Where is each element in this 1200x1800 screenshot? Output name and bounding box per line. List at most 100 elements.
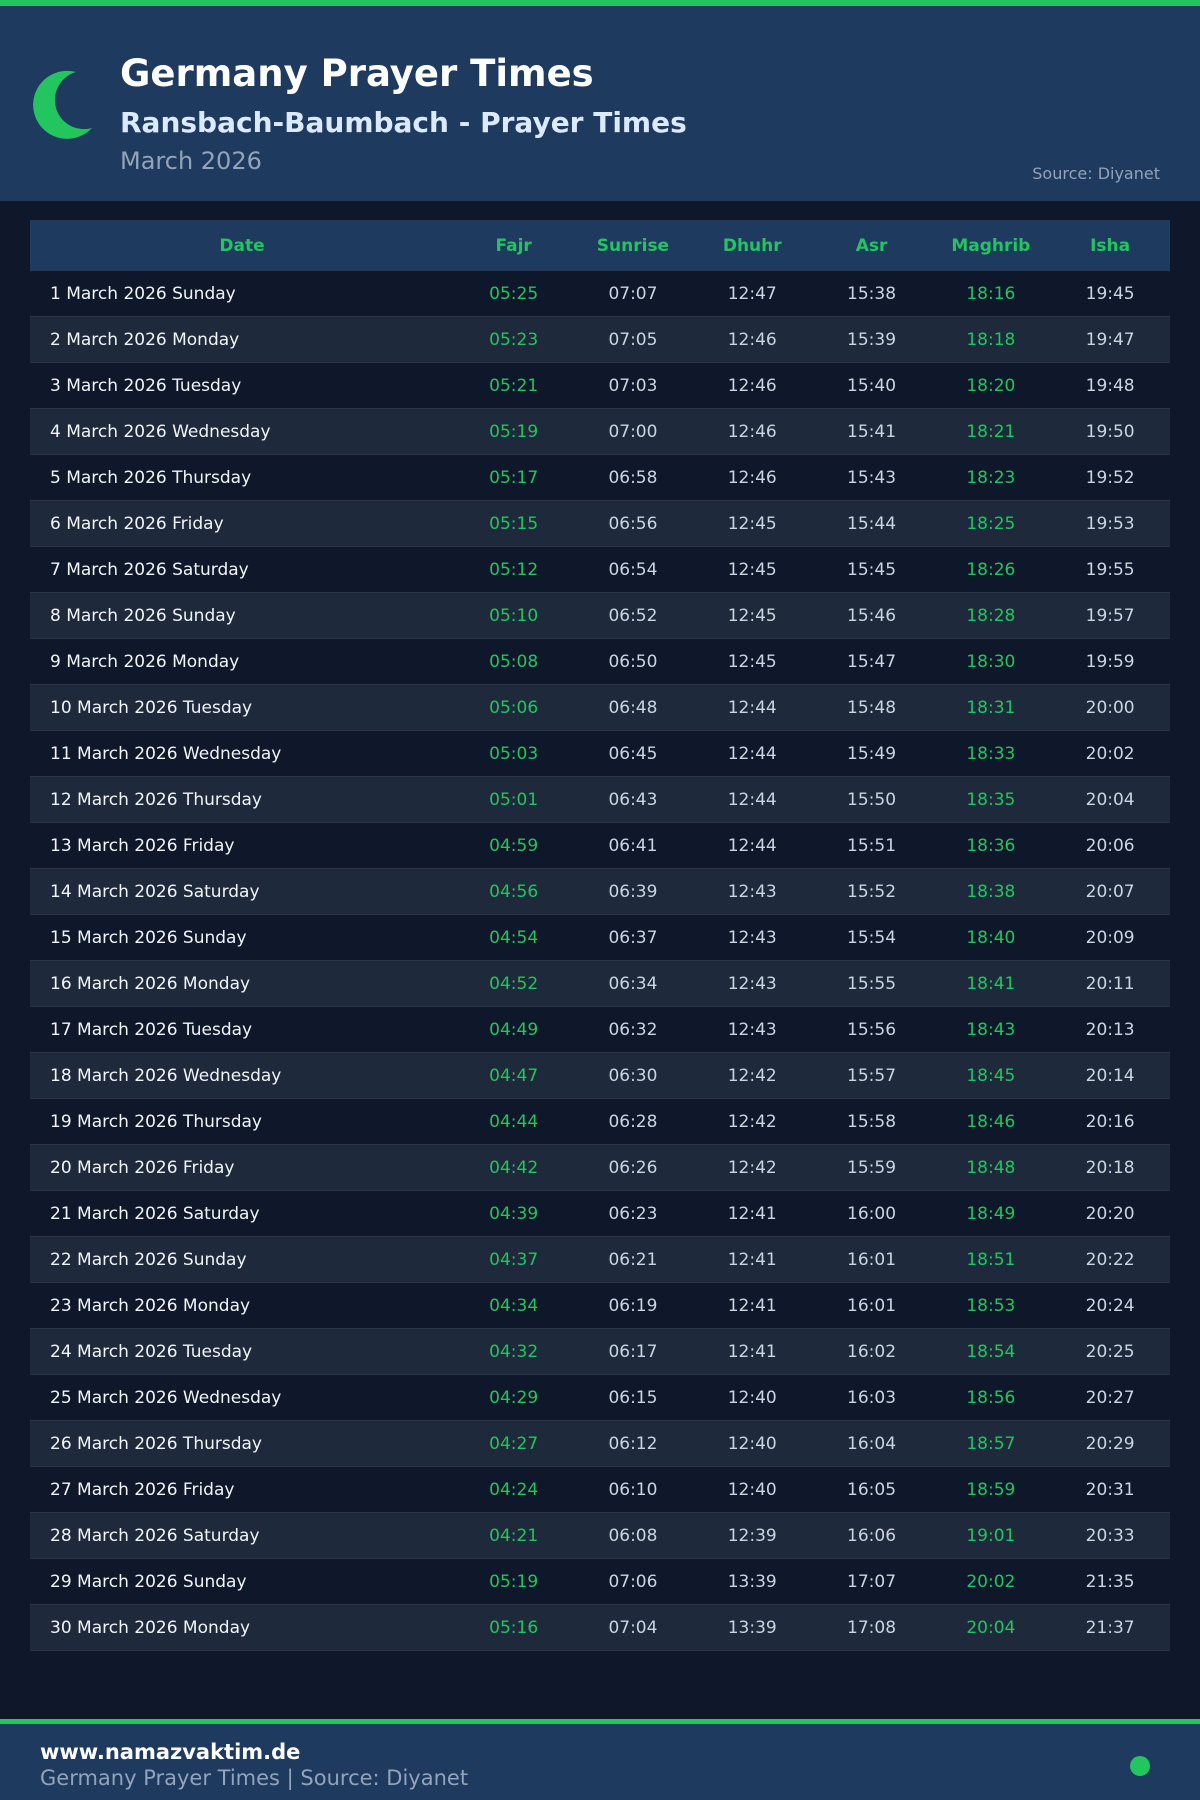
cell-sunrise: 06:34	[608, 973, 658, 994]
cell-sunrise: 06:15	[608, 1387, 658, 1408]
cell-date: 20 March 2026 Friday	[50, 1157, 235, 1178]
month-label: March 2026	[120, 147, 262, 175]
cell-maghrib: 18:59	[966, 1479, 1016, 1500]
cell-sunrise: 06:41	[608, 835, 658, 856]
table-row: 18 March 2026 Wednesday 04:47 06:30 12:42 15…	[30, 1053, 1170, 1099]
cell-fajr: 05:12	[489, 559, 539, 580]
cell-sunrise: 06:54	[608, 559, 658, 580]
cell-maghrib: 18:25	[966, 513, 1016, 534]
cell-isha: 19:57	[1085, 605, 1135, 626]
prayer-times-table: Date Fajr Sunrise Dhuhr Asr Maghrib Isha 1 Mar…	[30, 220, 1170, 1651]
cell-sunrise: 06:10	[608, 1479, 658, 1500]
cell-dhuhr: 12:41	[727, 1249, 777, 1270]
cell-maghrib: 18:28	[966, 605, 1016, 626]
table-row: 15 March 2026 Sunday 04:54 06:37 12:43 15:54…	[30, 915, 1170, 961]
cell-date: 8 March 2026 Sunday	[50, 605, 236, 626]
footer-site-link[interactable]: www.namazvaktim.de	[40, 1740, 301, 1764]
cell-asr: 15:38	[847, 283, 897, 304]
cell-maghrib: 18:54	[966, 1341, 1016, 1362]
cell-date: 17 March 2026 Tuesday	[50, 1019, 253, 1040]
table-row: 27 March 2026 Friday 04:24 06:10 12:40 16:05…	[30, 1467, 1170, 1513]
cell-isha: 20:33	[1085, 1525, 1135, 1546]
cell-sunrise: 06:32	[608, 1019, 658, 1040]
cell-dhuhr: 12:40	[727, 1479, 777, 1500]
cell-dhuhr: 12:43	[727, 973, 777, 994]
cell-maghrib: 18:23	[966, 467, 1016, 488]
cell-maghrib: 18:41	[966, 973, 1016, 994]
cell-asr: 16:01	[847, 1295, 897, 1316]
cell-dhuhr: 12:43	[727, 1019, 777, 1040]
top-accent-bar	[0, 0, 1200, 6]
cell-asr: 15:55	[847, 973, 897, 994]
cell-dhuhr: 12:43	[727, 881, 777, 902]
cell-sunrise: 07:05	[608, 329, 658, 350]
cell-sunrise: 06:43	[608, 789, 658, 810]
cell-isha: 20:14	[1085, 1065, 1135, 1086]
column-header-asr: Asr	[855, 235, 888, 256]
cell-sunrise: 06:45	[608, 743, 658, 764]
cell-sunrise: 07:00	[608, 421, 658, 442]
cell-fajr: 04:32	[489, 1341, 539, 1362]
cell-maghrib: 18:35	[966, 789, 1016, 810]
table-row: 29 March 2026 Sunday 05:19 07:06 13:39 17:07…	[30, 1559, 1170, 1605]
cell-date: 9 March 2026 Monday	[50, 651, 240, 672]
cell-fajr: 05:10	[489, 605, 539, 626]
cell-date: 13 March 2026 Friday	[50, 835, 235, 856]
cell-dhuhr: 12:44	[727, 697, 777, 718]
table-row: 1 March 2026 Sunday 05:25 07:07 12:47 15:38 1…	[30, 271, 1170, 317]
cell-dhuhr: 12:40	[727, 1433, 777, 1454]
cell-date: 19 March 2026 Thursday	[50, 1111, 262, 1132]
cell-fajr: 04:24	[489, 1479, 539, 1500]
cell-dhuhr: 12:42	[727, 1157, 777, 1178]
cell-isha: 20:22	[1085, 1249, 1135, 1270]
cell-fajr: 04:44	[489, 1111, 539, 1132]
cell-dhuhr: 12:46	[727, 467, 777, 488]
cell-dhuhr: 12:41	[727, 1203, 777, 1224]
cell-maghrib: 18:18	[966, 329, 1016, 350]
page-footer: www.namazvaktim.de Germany Prayer Times …	[0, 1724, 1200, 1800]
cell-fajr: 04:39	[489, 1203, 539, 1224]
cell-asr: 16:03	[847, 1387, 897, 1408]
cell-fajr: 04:27	[489, 1433, 539, 1454]
table-row: 4 March 2026 Wednesday 05:19 07:00 12:46 15:…	[30, 409, 1170, 455]
cell-asr: 16:00	[847, 1203, 897, 1224]
cell-dhuhr: 12:47	[727, 283, 777, 304]
cell-sunrise: 06:23	[608, 1203, 658, 1224]
cell-maghrib: 18:49	[966, 1203, 1016, 1224]
cell-date: 11 March 2026 Wednesday	[50, 743, 282, 764]
cell-asr: 16:05	[847, 1479, 897, 1500]
cell-asr: 15:40	[847, 375, 897, 396]
cell-fajr: 04:54	[489, 927, 539, 948]
cell-isha: 20:24	[1085, 1295, 1135, 1316]
cell-asr: 15:49	[847, 743, 897, 764]
cell-asr: 15:59	[847, 1157, 897, 1178]
cell-asr: 15:48	[847, 697, 897, 718]
cell-sunrise: 06:30	[608, 1065, 658, 1086]
table-row: 9 March 2026 Monday 05:08 06:50 12:45 15:47 1…	[30, 639, 1170, 685]
cell-date: 12 March 2026 Thursday	[50, 789, 262, 810]
cell-date: 16 March 2026 Monday	[50, 973, 251, 994]
cell-isha: 19:48	[1085, 375, 1135, 396]
cell-date: 26 March 2026 Thursday	[50, 1433, 262, 1454]
cell-dhuhr: 12:46	[727, 421, 777, 442]
cell-dhuhr: 12:41	[727, 1341, 777, 1362]
cell-dhuhr: 13:39	[727, 1571, 777, 1592]
column-header-dhuhr: Dhuhr	[722, 235, 782, 256]
cell-sunrise: 06:58	[608, 467, 658, 488]
table-row: 16 March 2026 Monday 04:52 06:34 12:43 15:55…	[30, 961, 1170, 1007]
cell-fajr: 04:34	[489, 1295, 539, 1316]
table-row: 28 March 2026 Saturday 04:21 06:08 12:39 16:…	[30, 1513, 1170, 1559]
cell-dhuhr: 12:46	[727, 329, 777, 350]
column-header-isha: Isha	[1090, 235, 1131, 256]
cell-asr: 15:58	[847, 1111, 897, 1132]
cell-date: 30 March 2026 Monday	[50, 1617, 251, 1638]
cell-sunrise: 06:37	[608, 927, 658, 948]
cell-asr: 16:04	[847, 1433, 897, 1454]
cell-date: 15 March 2026 Sunday	[50, 927, 247, 948]
table-row: 26 March 2026 Thursday 04:27 06:12 12:40 16:…	[30, 1421, 1170, 1467]
cell-isha: 19:47	[1085, 329, 1135, 350]
cell-maghrib: 18:56	[966, 1387, 1016, 1408]
table-row: 7 March 2026 Saturday 05:12 06:54 12:45 15:4…	[30, 547, 1170, 593]
cell-sunrise: 07:06	[608, 1571, 658, 1592]
cell-isha: 20:18	[1085, 1157, 1135, 1178]
